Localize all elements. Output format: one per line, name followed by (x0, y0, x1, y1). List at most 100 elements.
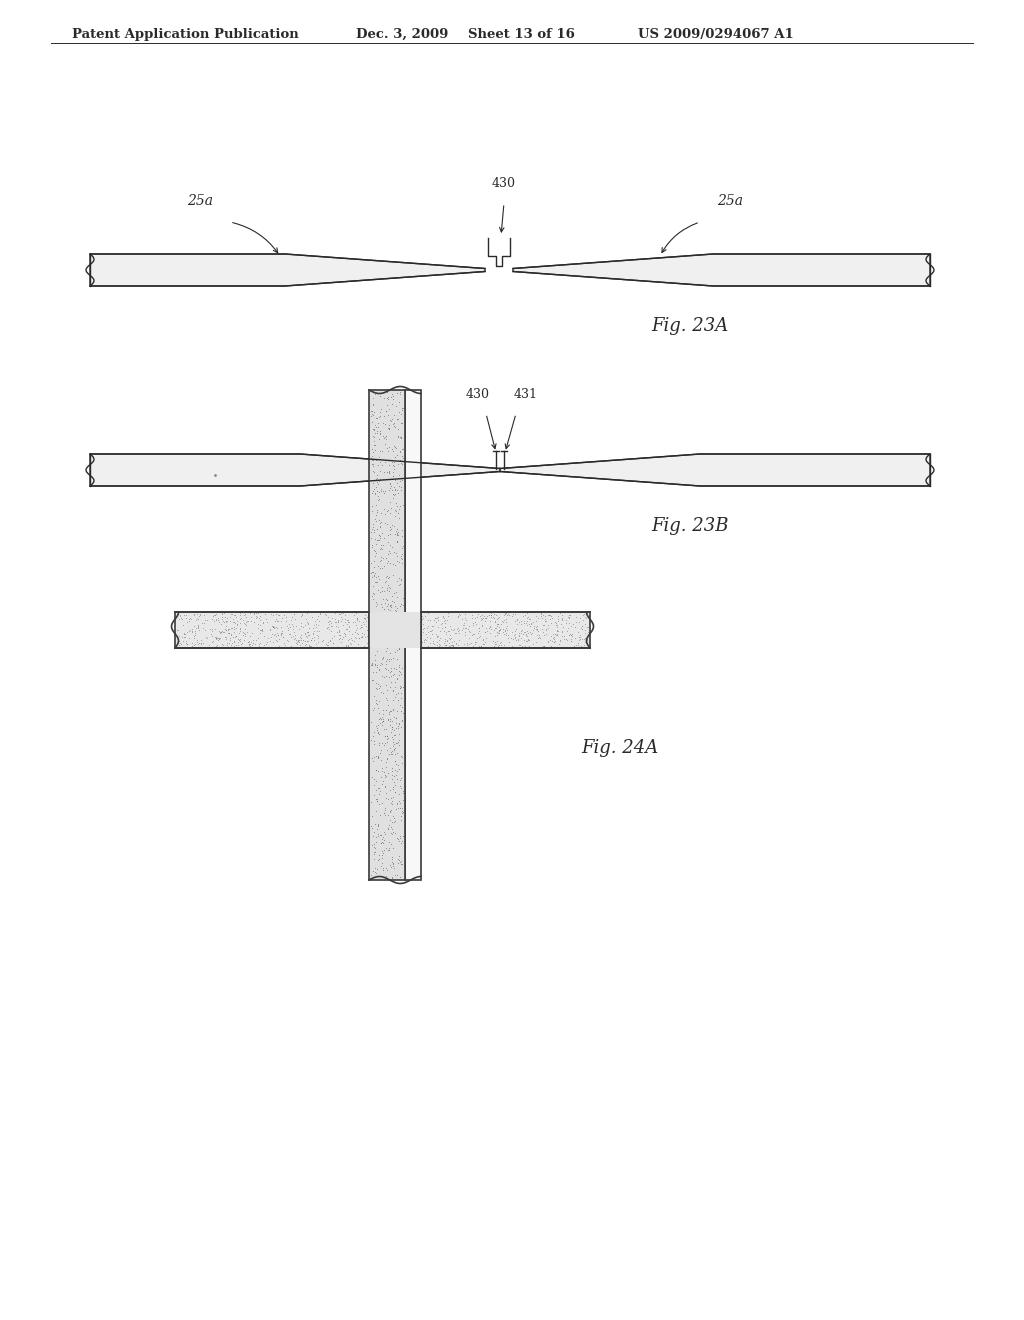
Point (377, 512, 393, 533)
Point (242, 634, 258, 655)
Point (372, 607, 388, 628)
Point (392, 770, 409, 791)
Point (489, 624, 506, 645)
Point (213, 614, 229, 635)
Point (290, 631, 306, 652)
Point (380, 804, 396, 825)
Point (392, 825, 409, 846)
Point (335, 626, 351, 647)
Point (290, 630, 306, 651)
Point (287, 624, 303, 645)
Point (381, 635, 397, 656)
Point (493, 632, 509, 653)
Point (387, 447, 403, 469)
Point (437, 631, 454, 652)
Point (178, 605, 195, 626)
Point (410, 622, 426, 643)
Point (566, 616, 583, 638)
Point (522, 620, 539, 642)
Point (286, 622, 302, 643)
Point (189, 615, 206, 636)
Point (381, 479, 397, 500)
Point (366, 550, 382, 572)
Point (361, 620, 378, 642)
Point (504, 622, 520, 643)
Point (543, 606, 559, 627)
Point (383, 665, 399, 686)
Point (270, 605, 287, 626)
Point (386, 708, 402, 729)
Point (455, 618, 471, 639)
Point (390, 715, 407, 737)
Point (409, 634, 425, 655)
Point (384, 846, 400, 867)
Point (365, 455, 381, 477)
Point (388, 519, 404, 540)
Point (325, 632, 341, 653)
Point (477, 618, 494, 639)
Point (365, 395, 381, 416)
Point (394, 619, 411, 640)
Point (380, 550, 396, 572)
Point (566, 635, 583, 656)
Point (378, 589, 394, 610)
Point (368, 842, 384, 863)
Point (372, 607, 388, 628)
Point (530, 627, 547, 648)
Point (421, 620, 437, 642)
Point (274, 623, 291, 644)
Point (286, 616, 302, 638)
Point (381, 541, 397, 562)
Point (347, 626, 364, 647)
Point (413, 632, 429, 653)
Point (368, 434, 384, 455)
Point (178, 612, 195, 634)
Point (342, 632, 358, 653)
Point (366, 583, 382, 605)
Point (331, 620, 347, 642)
Point (169, 631, 185, 652)
Point (220, 618, 237, 639)
Point (214, 634, 230, 655)
Point (486, 603, 503, 624)
Point (373, 681, 389, 702)
Point (391, 723, 408, 744)
Point (378, 837, 394, 858)
Point (465, 635, 481, 656)
Point (383, 594, 399, 615)
Point (299, 627, 315, 648)
Point (389, 614, 406, 635)
Point (408, 603, 424, 624)
Point (372, 385, 388, 407)
Point (384, 515, 400, 536)
Point (383, 824, 399, 845)
Point (259, 628, 275, 649)
Point (387, 642, 403, 663)
Point (550, 620, 566, 642)
Point (452, 605, 468, 626)
Point (390, 552, 407, 573)
Point (365, 661, 381, 682)
Point (518, 630, 535, 651)
Point (380, 710, 396, 731)
Point (223, 634, 240, 655)
Point (375, 603, 391, 624)
Point (551, 634, 567, 655)
Point (366, 434, 382, 455)
Point (372, 539, 388, 560)
Point (187, 609, 204, 630)
Point (560, 605, 577, 626)
Point (368, 449, 384, 470)
Point (218, 628, 234, 649)
Point (371, 734, 387, 755)
Point (392, 636, 409, 657)
Point (545, 627, 561, 648)
Point (378, 766, 394, 787)
Point (385, 459, 401, 480)
Point (486, 618, 503, 639)
Point (210, 607, 226, 628)
Point (470, 603, 486, 624)
Point (217, 627, 233, 648)
Point (377, 824, 393, 845)
Point (309, 609, 326, 630)
